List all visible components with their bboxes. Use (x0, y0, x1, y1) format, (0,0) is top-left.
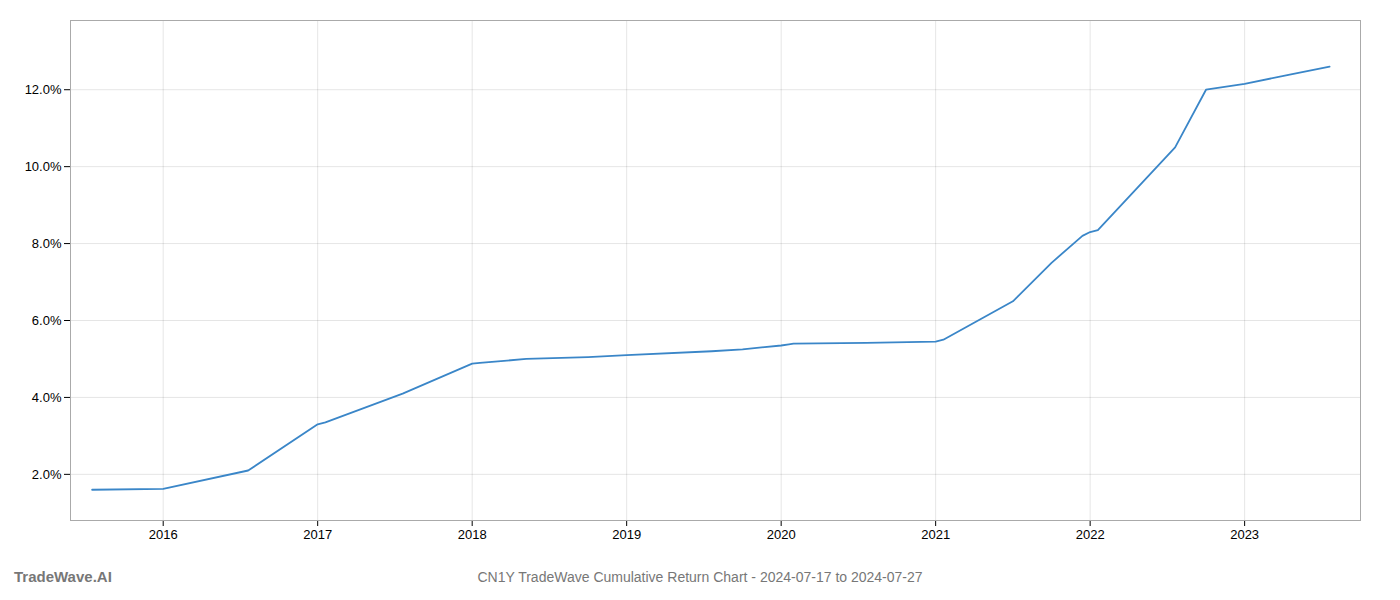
svg-text:2019: 2019 (612, 527, 641, 542)
svg-text:2020: 2020 (767, 527, 796, 542)
svg-text:2018: 2018 (458, 527, 487, 542)
svg-text:10.0%: 10.0% (25, 159, 62, 174)
svg-text:8.0%: 8.0% (32, 236, 62, 251)
svg-text:12.0%: 12.0% (25, 82, 62, 97)
svg-text:2017: 2017 (303, 527, 332, 542)
html-text:CN1Y TradeWave Cumulative Retu: CN1Y TradeWave Cumulative Return Chart -… (477, 569, 923, 585)
svg-text:2021: 2021 (921, 527, 950, 542)
svg-text:4.0%: 4.0% (32, 390, 62, 405)
svg-text:2023: 2023 (1230, 527, 1259, 542)
svg-text:2016: 2016 (149, 527, 178, 542)
svg-text:2022: 2022 (1076, 527, 1105, 542)
svg-text:2.0%: 2.0% (32, 467, 62, 482)
svg-text:6.0%: 6.0% (32, 313, 62, 328)
html-text:TradeWave.AI: TradeWave.AI (14, 568, 112, 585)
